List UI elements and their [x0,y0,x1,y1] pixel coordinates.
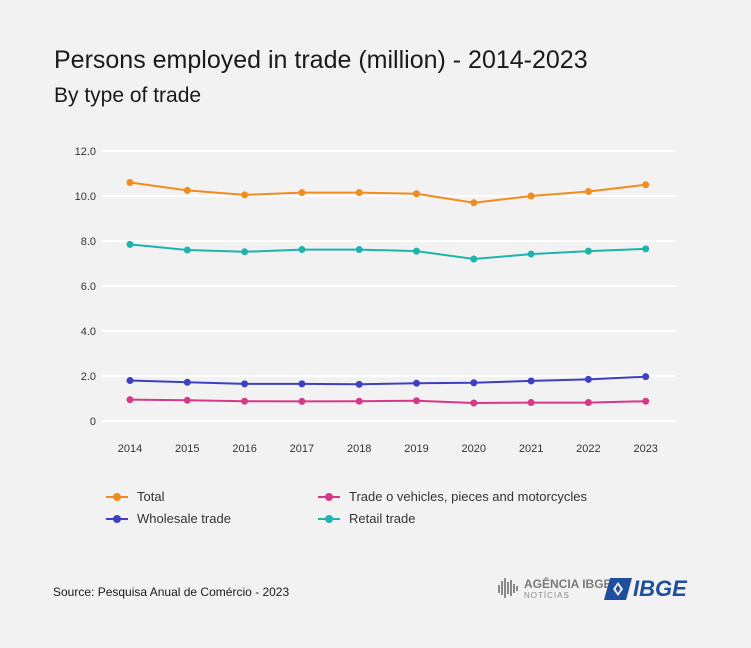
data-point [298,380,306,388]
data-point [183,186,191,194]
data-point [470,379,478,387]
data-point [642,181,650,189]
legend-label-retail: Retail trade [349,511,416,526]
legend-swatch-wholesale [106,514,128,524]
data-point [527,250,535,258]
ibge-mark-icon [604,578,632,600]
data-point [126,377,134,384]
legend-item-wholesale: Wholesale trade [106,511,231,526]
legend-swatch-retail [318,514,340,524]
data-point [527,192,535,200]
y-tick-label: 10.0 [75,191,96,203]
x-axis-ticks: 2014 2015 2016 2017 2018 2019 2020 2021 2022 2023 [118,443,658,455]
chart-subtitle: By type of trade [54,84,202,107]
data-point [527,377,535,385]
data-point [241,191,249,199]
y-tick-label: 8.0 [81,236,96,248]
gridlines [102,150,676,422]
data-point [584,399,592,407]
data-point [584,375,592,383]
agencia-bars-icon [498,578,518,598]
series-line-3 [129,243,646,261]
source-note: Source: Pesquisa Anual de Comércio - 202… [53,585,290,599]
data-point [470,399,478,407]
x-tick-label: 2016 [232,443,256,455]
legend-item-vehicles: Trade o vehicles, pieces and motorcycles [318,489,587,504]
y-tick-label: 0 [90,416,96,428]
data-point [241,248,249,256]
x-tick-label: 2023 [633,443,657,455]
agencia-logo-line2: NOTÍCIAS [524,591,570,600]
x-tick-label: 2020 [462,443,486,455]
ibge-logo-word: IBGE [633,576,687,601]
agencia-ibge-logo: AGÊNCIA IBGE NOTÍCIAS [498,574,612,604]
legend-item-retail: Retail trade [318,511,415,526]
data-point [298,246,306,254]
x-tick-label: 2018 [347,443,371,455]
legend: Total Wholesale trade Trade o vehicles, … [106,489,666,539]
legend-label-total: Total [137,489,165,504]
series-line-0 [129,181,646,204]
data-point [298,189,306,197]
data-point [470,255,478,263]
data-point [183,378,191,386]
data-point [413,190,420,198]
data-point [413,379,420,387]
data-point [355,246,363,254]
legend-label-vehicles: Trade o vehicles, pieces and motorcycles [349,489,587,504]
chart-title: Persons employed in trade (million) - 20… [54,46,588,74]
x-tick-label: 2021 [519,443,543,455]
y-tick-label: 4.0 [81,326,96,338]
ibge-logo: IBGE [604,576,700,602]
data-point [642,373,650,381]
data-point [584,188,592,195]
series-line-1 [129,398,646,405]
data-point [355,397,363,405]
data-point [355,380,363,388]
x-tick-label: 2017 [290,443,314,455]
data-point [527,399,535,407]
data-point [241,380,249,388]
x-tick-label: 2014 [118,443,142,455]
x-tick-label: 2022 [576,443,600,455]
data-point [241,397,249,405]
data-point [584,247,592,255]
legend-swatch-vehicles [318,492,340,502]
x-tick-label: 2015 [175,443,199,455]
legend-item-total: Total [106,489,164,504]
data-point [413,247,420,255]
legend-label-wholesale: Wholesale trade [137,511,231,526]
data-point [126,179,134,186]
agencia-logo-line1: AGÊNCIA IBGE [524,577,612,591]
data-point [126,240,134,248]
data-point [413,397,420,405]
data-point [470,199,478,207]
series-line-2 [129,375,646,386]
y-tick-label: 2.0 [81,371,96,383]
y-tick-label: 6.0 [81,281,96,293]
data-point [642,245,650,253]
data-point [642,397,650,405]
data-point [355,189,363,197]
data-point [183,246,191,254]
y-tick-label: 12.0 [75,146,96,158]
data-point [126,396,134,404]
y-axis-ticks: 12.0 10.0 8.0 6.0 4.0 2.0 0 [75,146,96,428]
data-point [183,396,191,404]
legend-swatch-total [106,492,128,502]
series-lines [126,179,650,407]
data-point [298,397,306,405]
x-tick-label: 2019 [404,443,428,455]
